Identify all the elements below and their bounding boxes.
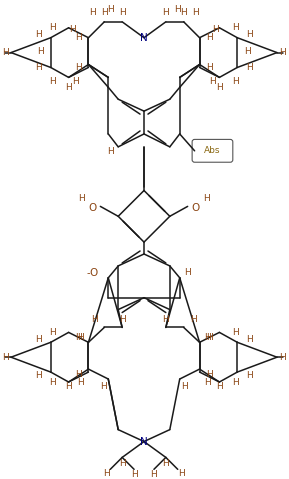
Text: Abs: Abs xyxy=(204,146,221,155)
Text: H: H xyxy=(77,333,84,342)
Text: H: H xyxy=(151,470,157,479)
Text: H: H xyxy=(49,23,56,32)
Text: H: H xyxy=(246,30,253,39)
Text: H: H xyxy=(131,470,138,479)
Text: H: H xyxy=(190,315,197,324)
Text: H: H xyxy=(36,63,42,72)
Text: H: H xyxy=(107,148,114,156)
Text: H: H xyxy=(36,30,42,39)
FancyBboxPatch shape xyxy=(192,139,233,162)
Text: H: H xyxy=(162,315,169,324)
Text: H: H xyxy=(232,77,239,86)
Text: H: H xyxy=(69,25,76,34)
Text: N: N xyxy=(140,436,148,446)
Text: H: H xyxy=(78,194,85,203)
Text: H: H xyxy=(77,377,84,387)
Text: H: H xyxy=(232,377,239,387)
Text: H: H xyxy=(100,382,107,391)
Text: H: H xyxy=(279,48,286,57)
Text: H: H xyxy=(101,9,108,17)
Text: H: H xyxy=(119,9,125,17)
Text: H: H xyxy=(72,77,79,86)
Text: H: H xyxy=(91,315,98,324)
Text: H: H xyxy=(204,377,211,387)
Text: H: H xyxy=(65,83,72,92)
Text: O: O xyxy=(192,204,200,213)
Text: H: H xyxy=(279,353,286,362)
Text: H: H xyxy=(75,370,82,378)
Text: H: H xyxy=(49,377,56,387)
Text: -O: -O xyxy=(86,268,98,278)
Text: H: H xyxy=(244,47,251,56)
Text: H: H xyxy=(36,335,42,344)
Text: H: H xyxy=(209,77,216,86)
Text: H: H xyxy=(103,469,110,478)
Text: H: H xyxy=(89,9,96,17)
Text: H: H xyxy=(246,371,253,379)
Text: H: H xyxy=(206,370,213,378)
Text: H: H xyxy=(2,48,8,57)
Text: H: H xyxy=(206,333,213,342)
Text: H: H xyxy=(206,33,213,42)
Text: H: H xyxy=(246,335,253,344)
Text: H: H xyxy=(162,9,169,17)
Text: O: O xyxy=(88,204,97,213)
Text: H: H xyxy=(212,25,219,34)
Text: H: H xyxy=(49,77,56,86)
Text: H: H xyxy=(65,382,72,391)
Text: H: H xyxy=(232,23,239,32)
Text: H: H xyxy=(107,5,114,14)
Text: H: H xyxy=(180,9,187,17)
Text: H: H xyxy=(119,315,125,324)
Text: H: H xyxy=(184,268,191,277)
Text: N: N xyxy=(140,33,148,43)
Text: H: H xyxy=(162,459,169,468)
Text: H: H xyxy=(203,194,210,203)
Text: H: H xyxy=(204,333,211,342)
Text: H: H xyxy=(119,459,125,468)
Text: H: H xyxy=(181,382,188,391)
Text: H: H xyxy=(246,63,253,72)
Text: H: H xyxy=(49,328,56,337)
Text: H: H xyxy=(38,47,44,56)
Text: H: H xyxy=(216,382,223,391)
Text: H: H xyxy=(174,5,181,14)
Text: H: H xyxy=(75,33,82,42)
Text: H: H xyxy=(192,9,199,17)
Text: H: H xyxy=(232,328,239,337)
Text: H: H xyxy=(178,469,185,478)
Text: H: H xyxy=(2,353,8,362)
Text: H: H xyxy=(206,63,213,72)
Text: H: H xyxy=(216,83,223,92)
Text: H: H xyxy=(75,63,82,72)
Text: H: H xyxy=(36,371,42,379)
Text: H: H xyxy=(75,333,82,342)
